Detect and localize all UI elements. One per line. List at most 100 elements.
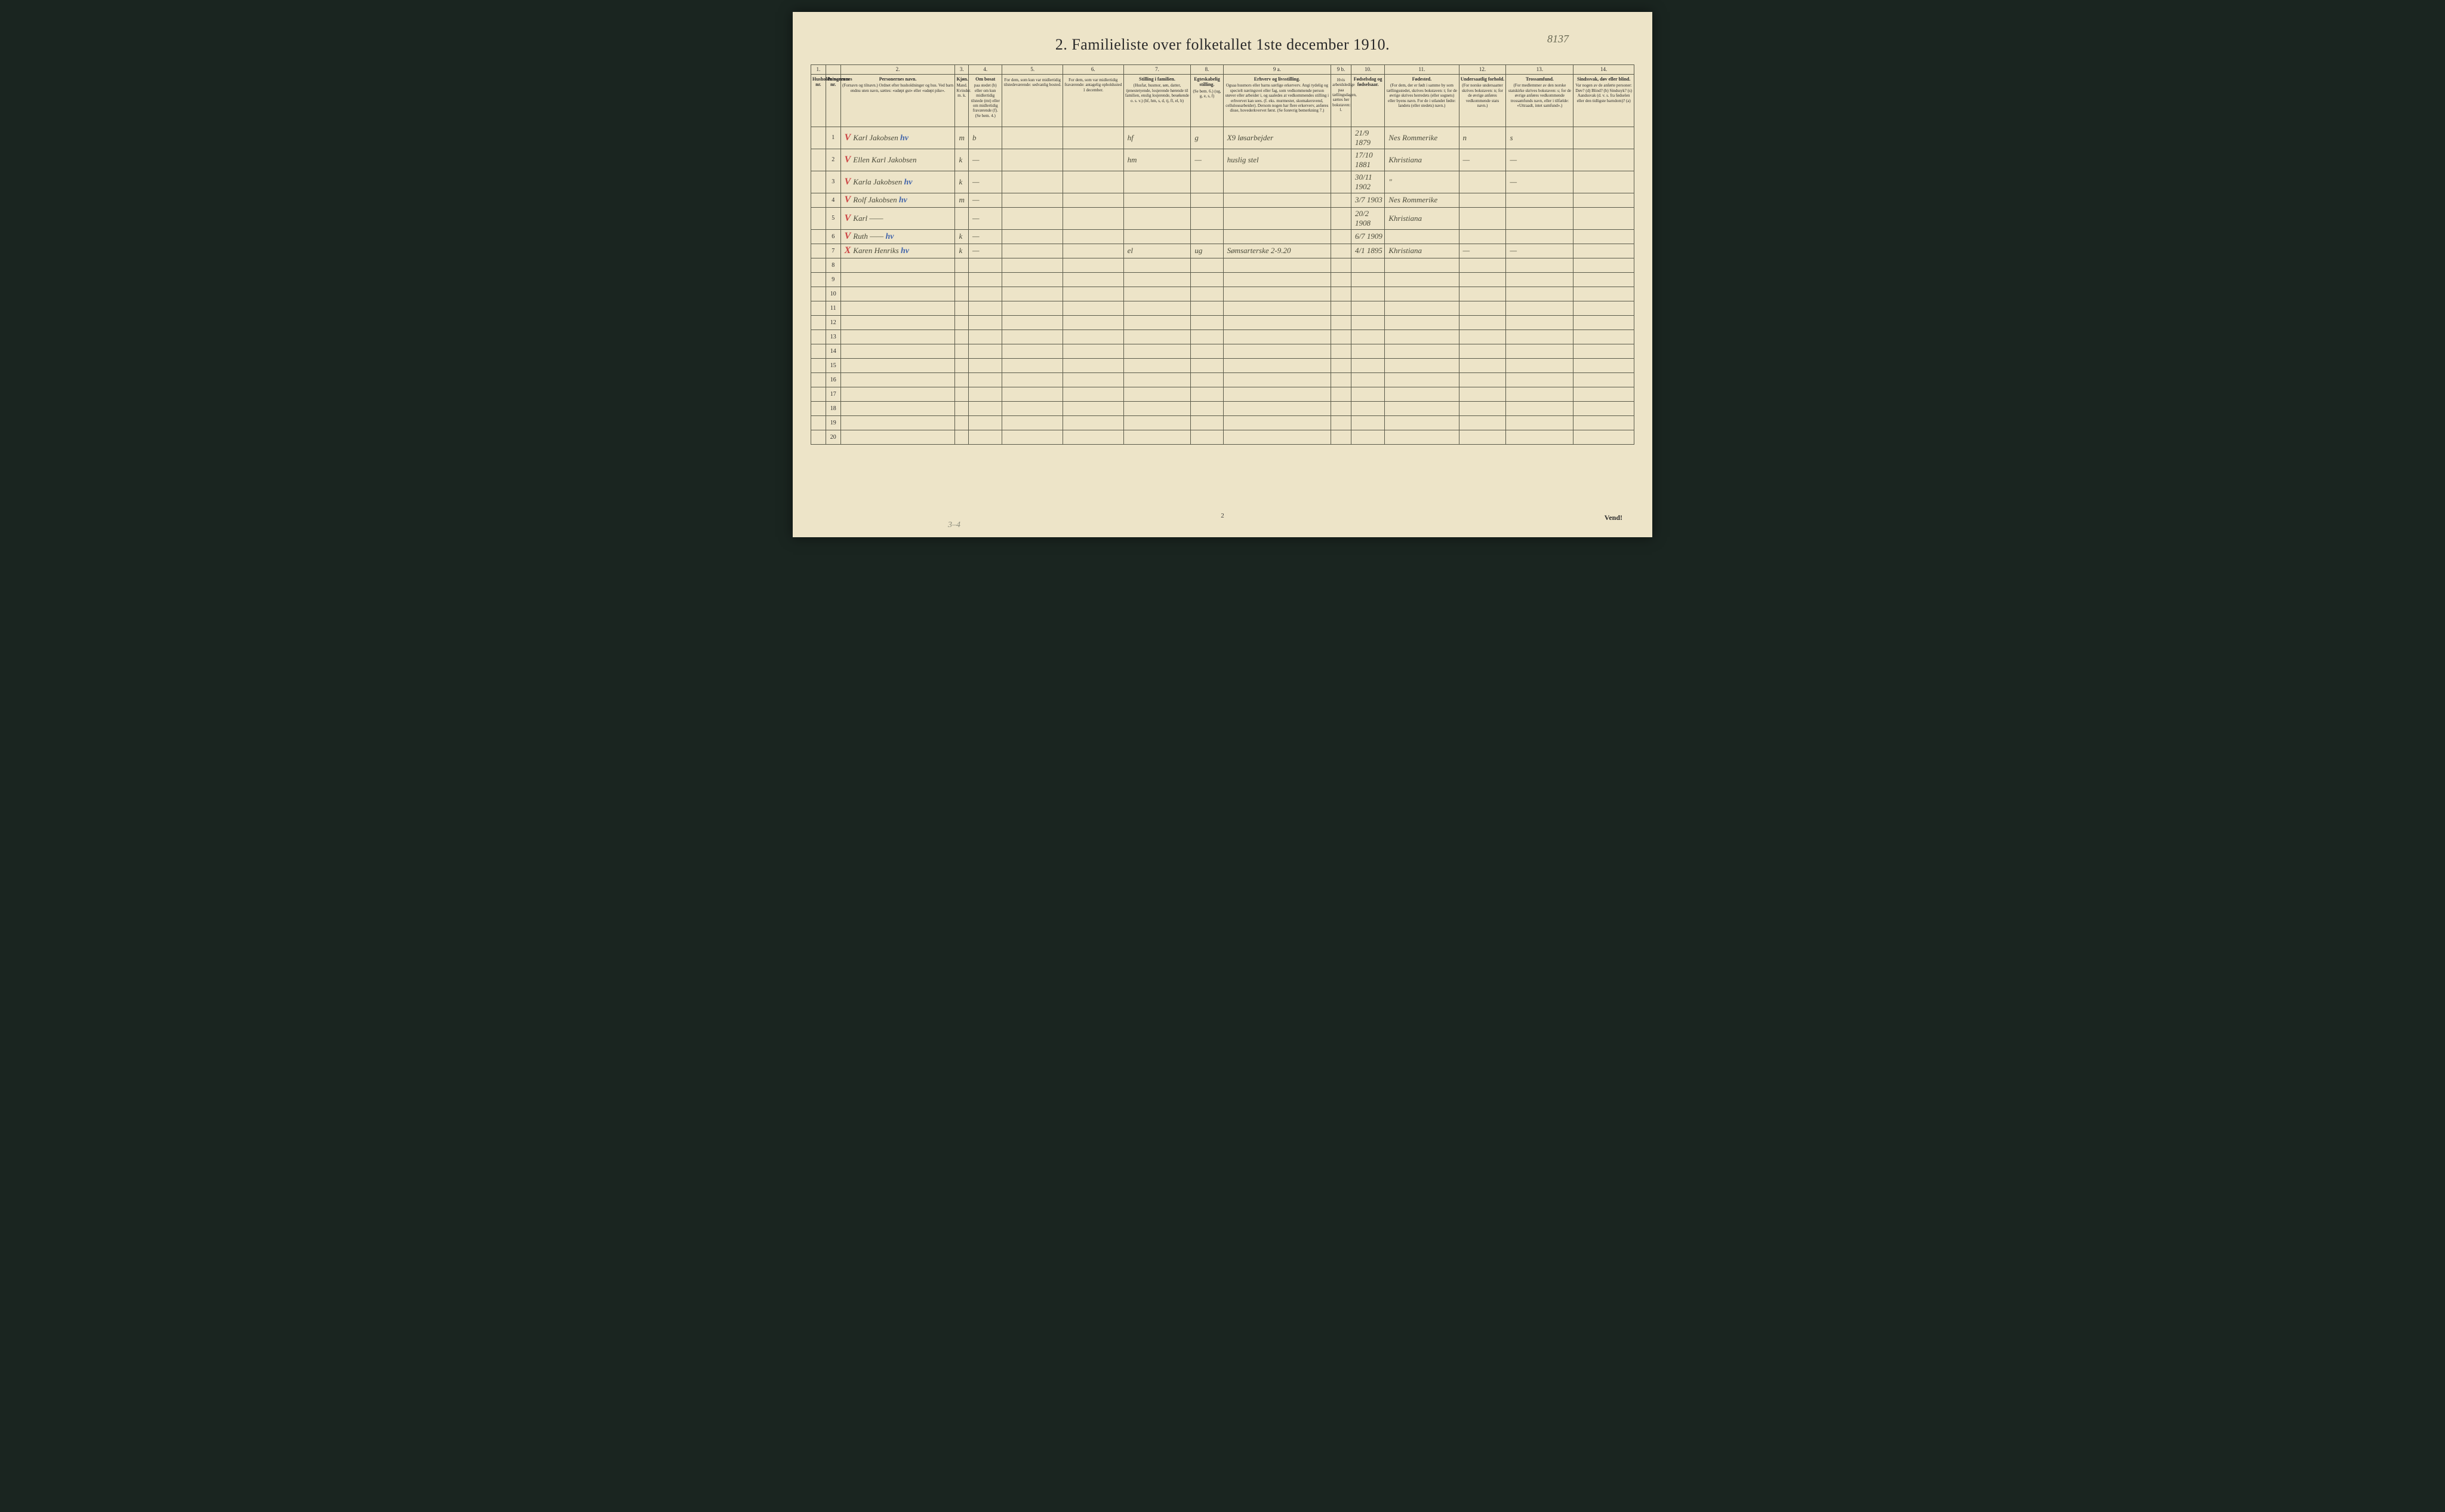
cell: 4/1 1895 [1351, 244, 1384, 258]
cell [1506, 272, 1573, 287]
cell [1002, 344, 1063, 358]
cell [1123, 193, 1191, 207]
col-number: 6. [1063, 65, 1124, 75]
cell [1331, 287, 1351, 301]
cell [1506, 229, 1573, 244]
cell [1063, 301, 1124, 315]
cell [1351, 258, 1384, 272]
cell [1063, 330, 1124, 344]
col-number: 7. [1123, 65, 1191, 75]
cell: 4 [826, 193, 840, 207]
col-number: 9 a. [1223, 65, 1331, 75]
cell [1123, 315, 1191, 330]
col-number: 12. [1459, 65, 1506, 75]
cell: 9 [826, 272, 840, 287]
cell [1063, 127, 1124, 149]
cell [1223, 258, 1331, 272]
cell [1331, 344, 1351, 358]
cell [1002, 193, 1063, 207]
cell: k [955, 229, 969, 244]
cell [840, 315, 955, 330]
cell [1331, 430, 1351, 444]
footer-page-number: 2 [1221, 512, 1224, 519]
cell [1063, 387, 1124, 401]
cell: m [955, 193, 969, 207]
cell [1063, 430, 1124, 444]
cell [1506, 258, 1573, 272]
cell [1573, 193, 1634, 207]
cell [1002, 258, 1063, 272]
cell [811, 372, 826, 387]
col-number [826, 65, 840, 75]
cell [1459, 315, 1506, 330]
cell [1223, 272, 1331, 287]
cell [1459, 387, 1506, 401]
cell [955, 401, 969, 415]
cell: 8 [826, 258, 840, 272]
table-row: 6VRuth —— hvk—6/7 1909 [811, 229, 1634, 244]
cell [1191, 315, 1223, 330]
cell [1385, 315, 1459, 330]
cell [1506, 415, 1573, 430]
cell: 20/2 1908 [1351, 207, 1384, 229]
cell: VKarla Jakobsen hv [840, 171, 955, 193]
cell [1459, 272, 1506, 287]
cell [1331, 358, 1351, 372]
cell [1351, 330, 1384, 344]
column-header: Husholdningernes nr. [811, 74, 826, 127]
cell [1331, 415, 1351, 430]
cell [1331, 387, 1351, 401]
cell [811, 171, 826, 193]
cell [1123, 272, 1191, 287]
cell [1331, 244, 1351, 258]
cell [1573, 358, 1634, 372]
cell [1223, 344, 1331, 358]
cell [955, 272, 969, 287]
col-number: 11. [1385, 65, 1459, 75]
cell [955, 315, 969, 330]
cell [1002, 229, 1063, 244]
cell [1191, 344, 1223, 358]
cell [955, 372, 969, 387]
cell: Nes Rommerike [1385, 127, 1459, 149]
table-row: 16 [811, 372, 1634, 387]
table-row: 20 [811, 430, 1634, 444]
cell [1573, 149, 1634, 171]
cell [1223, 301, 1331, 315]
cell [1063, 193, 1124, 207]
cell [1191, 401, 1223, 415]
table-row: 2VEllen Karl Jakobsenk—hm—huslig stel17/… [811, 149, 1634, 171]
cell [1459, 330, 1506, 344]
cell: s [1506, 127, 1573, 149]
cell [1385, 344, 1459, 358]
cell [969, 372, 1002, 387]
cell [840, 272, 955, 287]
cell: k [955, 171, 969, 193]
cell [969, 330, 1002, 344]
cell [1002, 207, 1063, 229]
table-row: 3VKarla Jakobsen hvk—30/11 1902"— [811, 171, 1634, 193]
cell [1385, 415, 1459, 430]
cell: b [969, 127, 1002, 149]
cell [1506, 193, 1573, 207]
cell [1223, 315, 1331, 330]
column-header: Egteskabelig stilling.(Se bem. 6.) (ug, … [1191, 74, 1223, 127]
cell [1573, 301, 1634, 315]
cell: Nes Rommerike [1385, 193, 1459, 207]
cell [1223, 387, 1331, 401]
cell: — [969, 229, 1002, 244]
cell: 5 [826, 207, 840, 229]
cell [1002, 127, 1063, 149]
cell [1191, 330, 1223, 344]
cell [1573, 330, 1634, 344]
cell [1063, 149, 1124, 171]
cell [811, 258, 826, 272]
cell [1385, 430, 1459, 444]
cell [1123, 287, 1191, 301]
cell: 6 [826, 229, 840, 244]
cell [1459, 171, 1506, 193]
cell [1123, 430, 1191, 444]
cell [1123, 372, 1191, 387]
column-header: Fødested.(For dem, der er født i samme b… [1385, 74, 1459, 127]
cell: 21/9 1879 [1351, 127, 1384, 149]
